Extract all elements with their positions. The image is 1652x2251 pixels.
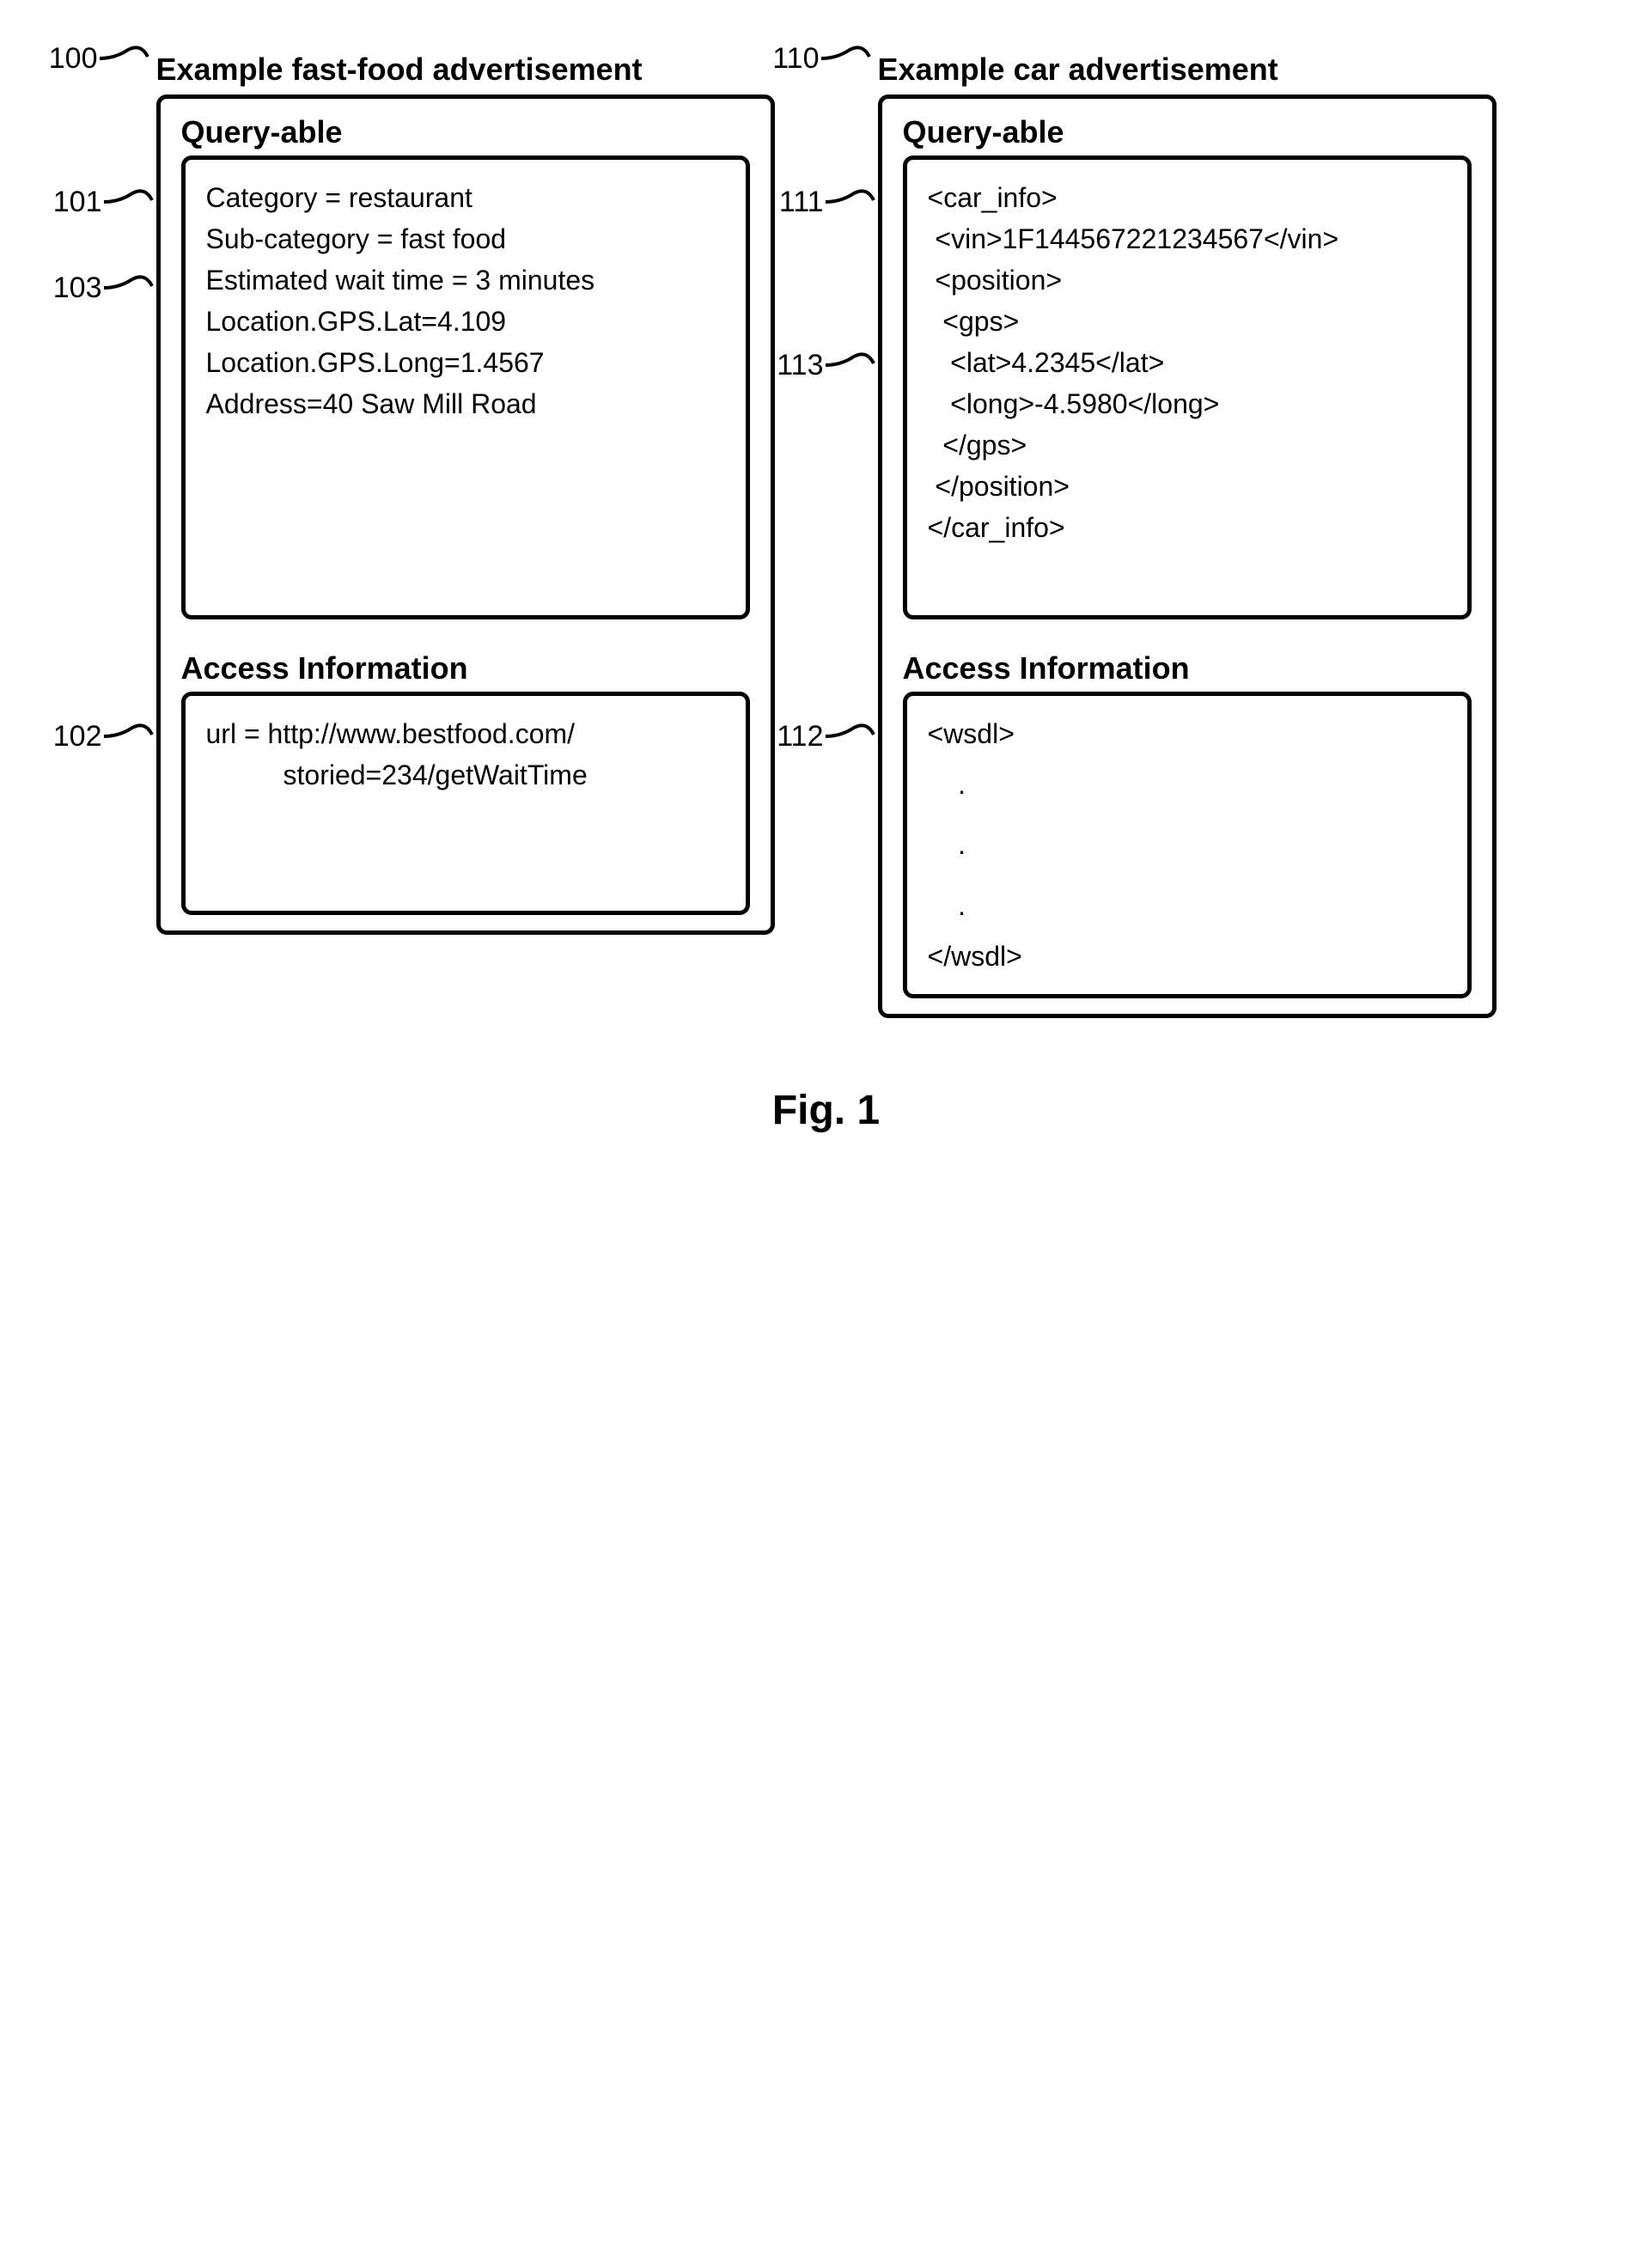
content-line: Estimated wait time = 3 minutes [206, 259, 725, 301]
callout-102-num: 102 [53, 720, 102, 753]
callout-112: 112 [777, 719, 875, 753]
callout-110-num: 110 [772, 42, 819, 76]
content-line: Location.GPS.Lat=4.109 [206, 301, 725, 342]
diagram-container: 100 Example fast-food advertisement Quer… [34, 52, 1618, 1018]
callout-103-num: 103 [53, 271, 102, 305]
content-line: </car_info> [928, 507, 1447, 548]
content-line: <position> [928, 259, 1447, 301]
right-panel-title: Example car advertisement [878, 52, 1497, 88]
callout-connector-icon [824, 719, 875, 753]
callout-113-num: 113 [777, 349, 823, 382]
content-line: <vin>1F144567221234567</vin> [928, 218, 1447, 259]
right-queryable-section: Query-able 111 113 <car_info> <vin>1F144… [882, 99, 1492, 635]
callout-connector-icon [98, 41, 149, 76]
callout-101-num: 101 [53, 186, 102, 219]
right-access-section: Access Information 112 <wsdl> . . . </ws… [882, 635, 1492, 1014]
content-line: <long>-4.5980</long> [928, 383, 1447, 424]
left-panel-title: Example fast-food advertisement [156, 52, 775, 88]
right-panel-wrapper: 110 Example car advertisement Query-able… [878, 52, 1497, 1018]
callout-connector-icon [824, 348, 875, 382]
left-panel: Query-able 101 103 Category = restaurant… [156, 95, 775, 935]
content-line: </wsdl> [928, 936, 1447, 977]
left-access-box: url = http://www.bestfood.com/ storied=2… [181, 692, 750, 915]
content-line: Location.GPS.Long=1.4567 [206, 342, 725, 383]
right-queryable-box: <car_info> <vin>1F144567221234567</vin> … [903, 156, 1472, 619]
content-line: </position> [928, 466, 1447, 507]
left-panel-wrapper: 100 Example fast-food advertisement Quer… [156, 52, 775, 935]
content-line: storied=234/getWaitTime [206, 754, 725, 796]
callout-101: 101 [53, 185, 154, 219]
left-queryable-title: Query-able [181, 114, 750, 150]
callout-connector-icon [102, 271, 154, 305]
content-line: <wsdl> [928, 713, 1447, 754]
content-line: Sub-category = fast food [206, 218, 725, 259]
dots-line: . . . [928, 754, 1447, 936]
callout-110: 110 [772, 41, 870, 76]
callout-102: 102 [53, 719, 154, 753]
figure-label: Fig. 1 [34, 1087, 1618, 1134]
content-line: Category = restaurant [206, 177, 725, 218]
content-line: <car_info> [928, 177, 1447, 218]
callout-connector-icon [820, 41, 871, 76]
callout-103: 103 [53, 271, 154, 305]
left-queryable-box: Category = restaurant Sub-category = fas… [181, 156, 750, 619]
callout-112-num: 112 [777, 720, 823, 753]
callout-connector-icon [102, 719, 154, 753]
callout-111-num: 111 [779, 186, 824, 219]
content-line: <gps> [928, 301, 1447, 342]
callout-connector-icon [824, 185, 875, 219]
content-line: url = http://www.bestfood.com/ [206, 713, 725, 754]
content-line: <lat>4.2345</lat> [928, 342, 1447, 383]
callout-111: 111 [779, 185, 875, 219]
callout-100: 100 [49, 41, 149, 76]
content-line: Address=40 Saw Mill Road [206, 383, 725, 424]
right-queryable-title: Query-able [903, 114, 1472, 150]
left-access-title: Access Information [181, 650, 750, 686]
right-access-title: Access Information [903, 650, 1472, 686]
left-queryable-section: Query-able 101 103 Category = restaurant… [161, 99, 771, 635]
right-access-box: <wsdl> . . . </wsdl> [903, 692, 1472, 998]
callout-connector-icon [102, 185, 154, 219]
callout-113: 113 [777, 348, 875, 382]
right-panel: Query-able 111 113 <car_info> <vin>1F144… [878, 95, 1497, 1018]
left-access-section: Access Information 102 url = http://www.… [161, 635, 771, 930]
callout-100-num: 100 [49, 42, 98, 76]
content-line: </gps> [928, 424, 1447, 466]
